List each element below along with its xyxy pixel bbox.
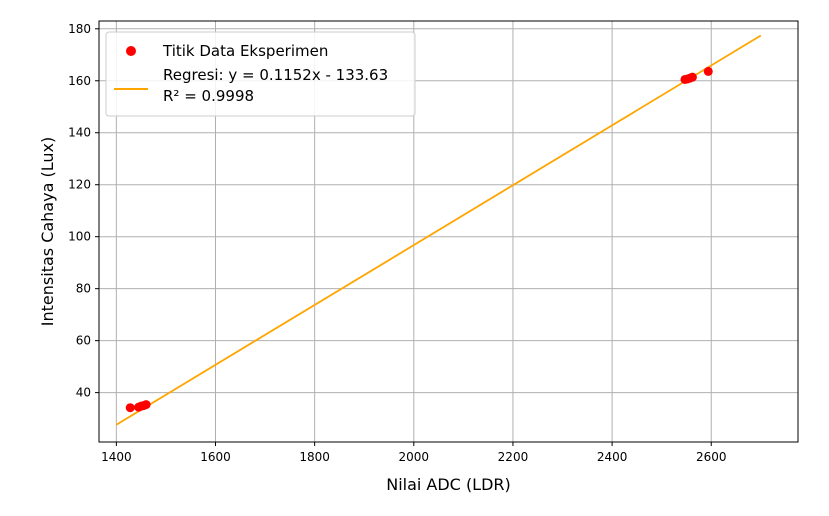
y-tick-label: 160 xyxy=(68,74,91,88)
data-point xyxy=(687,72,697,82)
x-tick-label: 1600 xyxy=(200,450,231,464)
y-tick-label: 140 xyxy=(68,126,91,140)
legend-box xyxy=(105,31,416,117)
y-tick-label: 40 xyxy=(76,386,91,400)
data-point xyxy=(141,400,151,410)
y-tick-label: 180 xyxy=(68,22,91,36)
y-axis-label: Intensitas Cahaya (Lux) xyxy=(38,137,57,326)
y-tick-label: 80 xyxy=(76,282,91,296)
y-tick-label: 60 xyxy=(76,334,91,348)
legend-label-regression: Regresi: y = 0.1152x - 133.63 xyxy=(163,66,388,84)
y-tick-label: 120 xyxy=(68,178,91,192)
x-tick-label: 2200 xyxy=(498,450,529,464)
x-tick-label: 2400 xyxy=(597,450,628,464)
legend-label-points: Titik Data Eksperimen xyxy=(162,42,328,60)
x-tick-label: 1400 xyxy=(101,450,132,464)
legend-marker-points xyxy=(126,46,136,56)
legend: Titik Data Eksperimen Regresi: y = 0.115… xyxy=(105,31,416,117)
plot-frame xyxy=(98,20,799,443)
data-points-layer xyxy=(125,66,713,413)
regression-line-layer xyxy=(115,34,762,426)
data-point xyxy=(703,66,713,76)
x-tick-label: 2000 xyxy=(399,450,430,464)
axis-ticks: 1400 1600 1800 2000 2200 2400 2600 40 60 80 100 120… xyxy=(68,22,726,464)
x-tick-label: 2600 xyxy=(696,450,727,464)
legend-label-r-squared: R² = 0.9998 xyxy=(163,87,254,105)
regression-line xyxy=(115,34,762,426)
x-axis-label: Nilai ADC (LDR) xyxy=(386,475,511,494)
x-tick-label: 1800 xyxy=(299,450,330,464)
data-point xyxy=(125,403,135,413)
y-tick-label: 100 xyxy=(68,230,91,244)
